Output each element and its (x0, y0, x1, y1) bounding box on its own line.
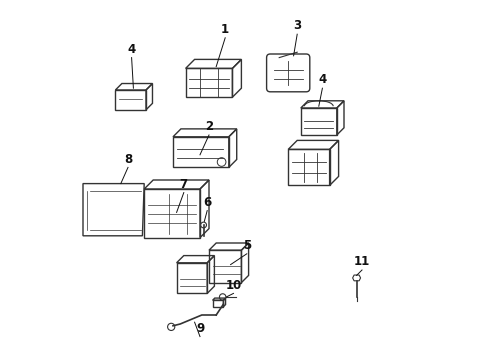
Text: 9: 9 (196, 322, 204, 335)
Text: 2: 2 (205, 120, 213, 133)
Text: 11: 11 (354, 255, 370, 268)
Text: 6: 6 (203, 196, 211, 209)
Text: 4: 4 (318, 73, 326, 86)
Text: 1: 1 (221, 23, 229, 36)
Text: 4: 4 (127, 43, 136, 56)
Text: 3: 3 (293, 19, 301, 32)
Text: 8: 8 (124, 153, 132, 166)
Text: 10: 10 (225, 279, 242, 292)
Text: 7: 7 (180, 178, 188, 191)
Text: 5: 5 (243, 239, 251, 252)
Circle shape (201, 222, 206, 228)
